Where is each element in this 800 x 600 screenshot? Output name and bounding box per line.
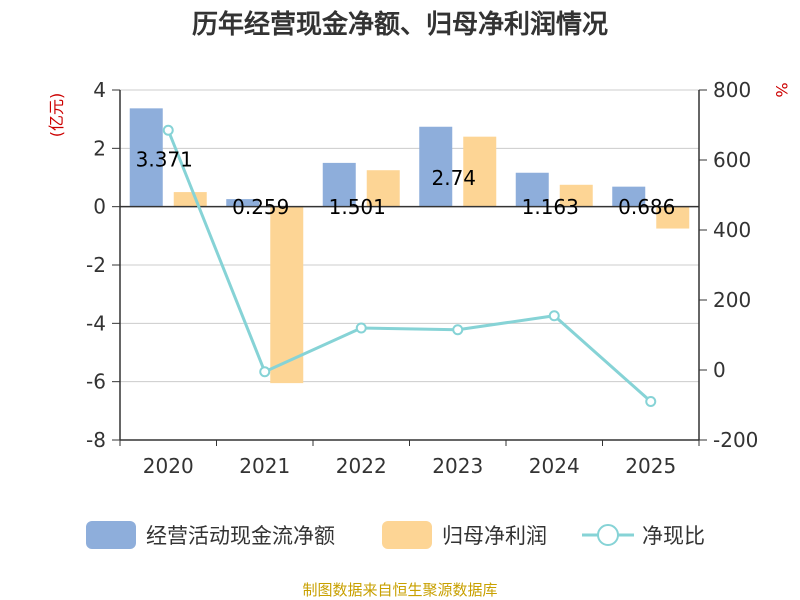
ratio-point [259,366,271,378]
tick-label-layer: 4 2 0 -2 -4 -6 -8 800 600 400 200 0 -200 2020 2021 2022… [86,78,758,478]
cashflow-bar [419,126,453,207]
cashflow-bar [226,199,260,207]
grid-lines [120,89,699,441]
ratio-line [166,129,652,403]
x-axis-tick-label: 2025 [625,454,676,478]
x-axis-tick-label: 2023 [432,454,483,478]
ratio-point [452,324,464,336]
cashflow-data-label: 0.259 [232,195,289,219]
cashflow-bar [129,108,163,207]
net-profit-bar [559,184,593,207]
net-profit-bar [270,206,304,384]
x-axis-tick-label: 2022 [336,454,387,478]
right-axis-tick-label: 200 [713,288,751,312]
cashflow-bar [322,162,356,207]
source-note: 制图数据来自恒生聚源数据库 [302,581,497,599]
legend-swatch [382,521,432,549]
ratio-point [645,396,657,407]
left-axis-tick-label: 0 [93,195,106,219]
net-profit-bar [463,136,497,207]
left-axis-tick-label: 4 [93,78,106,102]
legend-label: 净现比 [642,524,705,548]
legend-marker [597,524,619,546]
left-axis-tick-label: -2 [86,253,106,277]
net-profit-bar [656,206,690,229]
net-profit-bar [173,192,207,207]
cashflow-data-label: 1.163 [522,195,579,219]
left-axis-tick-label: -4 [86,311,106,335]
x-axis-tick-label: 2024 [529,454,580,478]
chart-title: 历年经营现金净额、归母净利润情况 [192,9,608,40]
x-axis-tick-label: 2021 [239,454,290,478]
legend-label: 归母净利润 [442,524,547,548]
cashflow-data-label: 0.686 [618,195,675,219]
left-axis-tick-label: -6 [86,370,106,394]
cashflow-data-label: 1.501 [329,195,386,219]
left-axis-unit: (亿元) [47,93,66,138]
cashflow-bar [515,172,549,207]
x-axis-tick-label: 2020 [143,454,194,478]
legend-label: 经营活动现金流净额 [146,524,335,548]
left-axis-tick-label: -8 [86,428,106,452]
legend: 经营活动现金流净额 归母净利润 净现比 [86,521,705,549]
right-axis-unit: % [772,82,791,97]
right-axis-tick-label: -200 [713,428,758,452]
line-layer [162,124,657,407]
axes [112,89,707,446]
right-axis-tick-label: 0 [713,358,726,382]
right-axis-tick-label: 800 [713,78,751,102]
ratio-point [162,124,174,136]
ratio-point [355,322,367,334]
bar-layer [129,108,690,384]
cashflow-data-label: 3.371 [136,147,193,171]
cashflow-bar [612,186,646,207]
cashflow-data-label: 2.74 [431,166,476,190]
legend-swatch [86,521,136,549]
right-axis-tick-label: 600 [713,148,751,172]
net-profit-bar [366,170,400,207]
ratio-point [548,310,560,322]
right-axis-tick-label: 400 [713,218,751,242]
data-label-layer: 3.371 0.259 1.501 2.74 1.163 0.686 [136,147,676,219]
left-axis-tick-label: 2 [93,136,106,160]
